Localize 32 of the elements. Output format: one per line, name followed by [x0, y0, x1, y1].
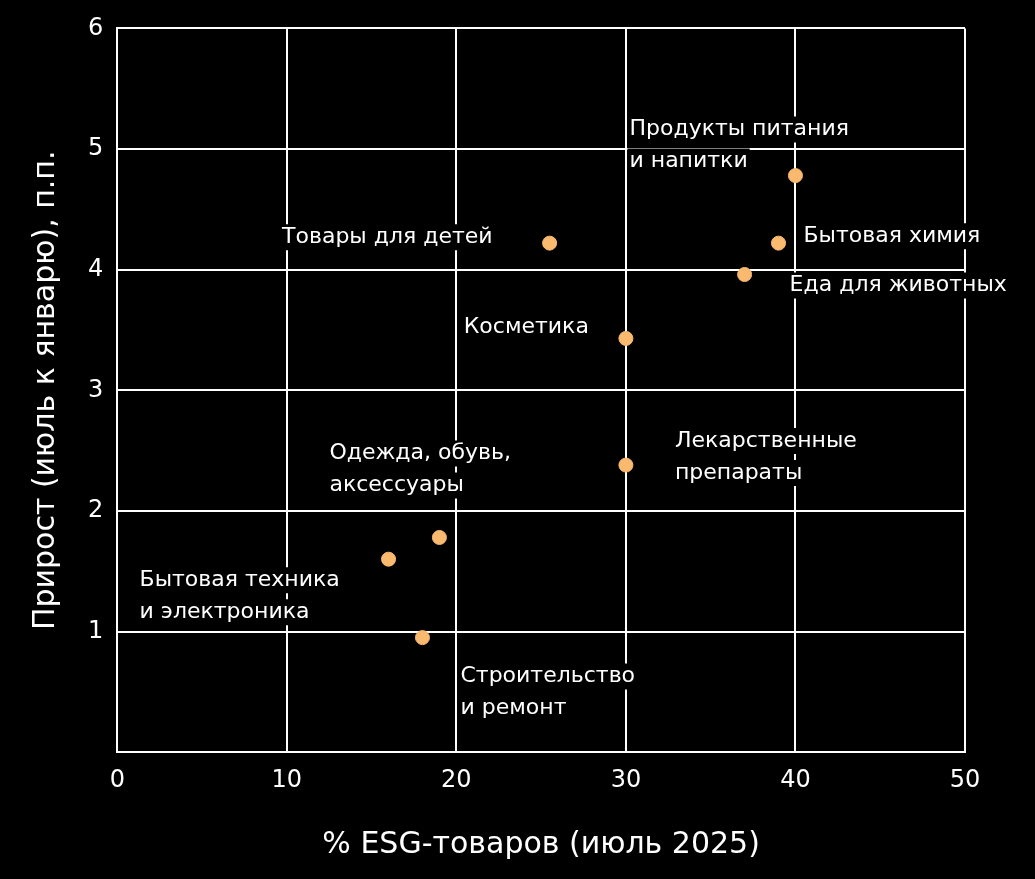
point — [737, 266, 753, 282]
y-tick-label: 5 — [87, 133, 104, 162]
point — [414, 630, 430, 646]
point — [542, 235, 558, 251]
x-tick-label: 40 — [780, 764, 811, 793]
y-tick-label: 2 — [87, 495, 104, 524]
annotation: Лекарственные препараты — [674, 426, 857, 484]
point — [787, 168, 803, 184]
y-tick-label: 1 — [87, 615, 104, 644]
y-tick-label: 6 — [87, 12, 104, 41]
x-tick-label: 0 — [109, 764, 125, 793]
y-axis-title: Прирост (июль к январю), п.п. — [25, 150, 61, 631]
annotation: Бытовая техника и электроника — [139, 565, 340, 623]
point — [771, 235, 786, 251]
x-tick-label: 30 — [610, 764, 642, 793]
x-tick-label: 20 — [441, 764, 472, 793]
point — [618, 330, 634, 346]
annotation: Строительство и ремонт — [460, 662, 636, 720]
x-tick-label: 10 — [271, 764, 303, 793]
y-tick-label: 4 — [87, 253, 104, 282]
annotation: Товары для детей — [281, 222, 493, 248]
point — [618, 457, 634, 473]
x-axis-title: % ESG-товаров (июль 2025) — [322, 824, 760, 860]
annotation: Бытовая химия — [803, 221, 981, 247]
x-tick-label: 50 — [949, 764, 981, 793]
annotation: Продукты питания и напитки — [629, 115, 850, 173]
point — [381, 551, 397, 567]
y-tick-label: 3 — [87, 374, 104, 403]
annotation: Одежда, обувь, аксессуары — [329, 439, 511, 497]
point — [431, 529, 447, 545]
annotation: Косметика — [463, 313, 589, 339]
annotation: Еда для животных — [789, 271, 1007, 297]
